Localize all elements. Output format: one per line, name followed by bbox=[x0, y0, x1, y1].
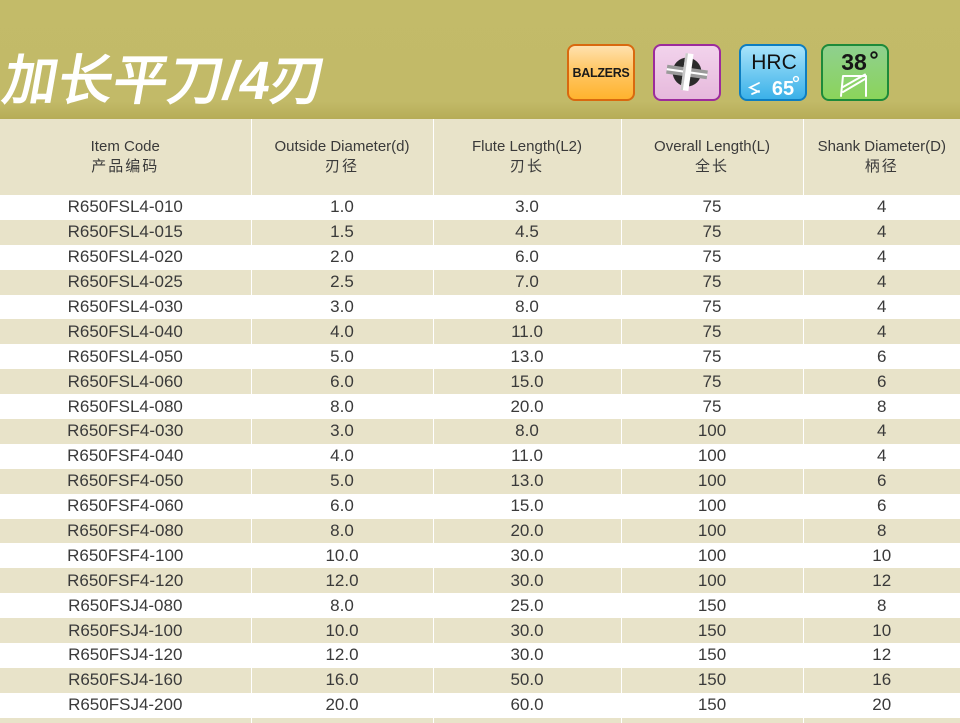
svg-text:38: 38 bbox=[841, 49, 867, 75]
svg-text:HRC: HRC bbox=[751, 51, 797, 74]
svg-text:65: 65 bbox=[772, 78, 794, 100]
